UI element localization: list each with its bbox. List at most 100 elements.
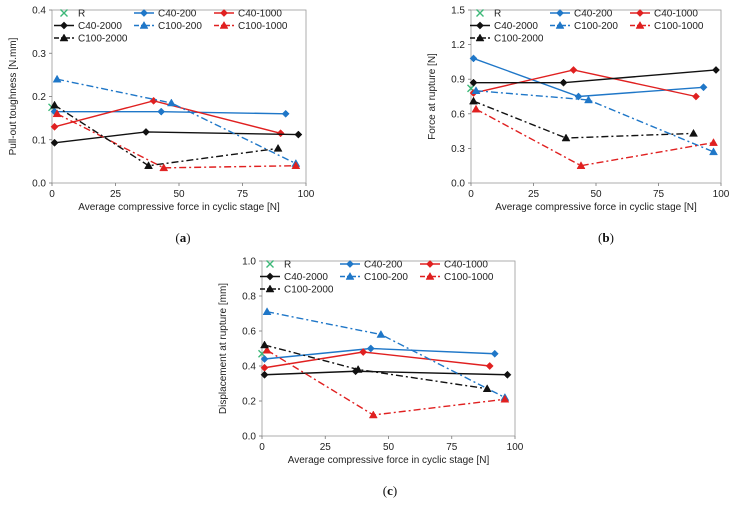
legend-label: C100-200 bbox=[574, 21, 618, 32]
data-point-legend-c40-200 bbox=[556, 9, 564, 17]
x-tick-label: 50 bbox=[383, 442, 395, 453]
x-tick-label: 50 bbox=[590, 189, 602, 200]
y-tick-label: 0.4 bbox=[242, 362, 256, 373]
series-line-c100-2000 bbox=[473, 100, 694, 139]
series-c40-1000 bbox=[50, 96, 285, 138]
data-point-c100-2000 bbox=[469, 96, 478, 105]
y-tick-label: 1.0 bbox=[242, 257, 256, 268]
data-point-c40-1000 bbox=[359, 348, 368, 356]
data-point-c100-1000 bbox=[159, 163, 169, 172]
figure-caption: (c) bbox=[383, 483, 397, 498]
legend-label: C40-2000 bbox=[494, 21, 538, 32]
x-tick-label: 100 bbox=[713, 189, 730, 200]
data-point-c40-200 bbox=[469, 54, 478, 63]
series-line-c40-2000 bbox=[54, 131, 299, 144]
data-point-c40-200 bbox=[490, 349, 499, 358]
y-tick-label: 0.6 bbox=[242, 327, 256, 338]
data-point-c100-200 bbox=[262, 307, 272, 315]
legend-item-c100-200: C100-200 bbox=[134, 20, 202, 32]
legend-item-c100-1000: C100-1000 bbox=[420, 271, 494, 283]
data-point-c100-1000 bbox=[291, 161, 301, 169]
x-axis-label: Average compressive force in cyclic stag… bbox=[288, 455, 490, 466]
data-point-legend-r bbox=[476, 9, 484, 17]
data-point-legend-c40-200 bbox=[346, 260, 354, 268]
data-point-c100-1000 bbox=[500, 394, 510, 403]
data-point-legend-c40-1000 bbox=[426, 260, 434, 268]
y-axis-label: Pull-out toughness [N.mm] bbox=[8, 37, 19, 155]
legend-item-c40-200: C40-200 bbox=[134, 9, 197, 20]
legend-item-c100-200: C100-200 bbox=[340, 271, 408, 283]
data-point-c40-200 bbox=[574, 92, 583, 101]
chart-b: 0.0 0.3 0.6 0.9 1.2 1.5 0 25 50 75 100 Average comp… bbox=[427, 6, 730, 246]
legend-item-c100-2000: C100-2000 bbox=[54, 33, 128, 45]
data-point-c40-1000 bbox=[50, 122, 59, 131]
series-line-c40-200 bbox=[54, 110, 286, 115]
x-tick-label: 50 bbox=[173, 189, 185, 200]
data-point-c100-200 bbox=[709, 147, 718, 156]
data-point-legend-c100-2000 bbox=[475, 33, 485, 42]
series-c100-200 bbox=[471, 86, 718, 156]
data-point-c40-2000 bbox=[294, 130, 303, 139]
legend-item-c40-1000: C40-1000 bbox=[214, 9, 282, 20]
data-point-c40-200 bbox=[260, 355, 269, 363]
series-line-c100-1000 bbox=[475, 108, 714, 167]
y-tick-label: 1.5 bbox=[451, 6, 465, 17]
data-point-legend-c100-200 bbox=[139, 20, 149, 29]
data-point-legend-c100-2000 bbox=[59, 33, 69, 42]
y-tick-label: 0.2 bbox=[242, 397, 256, 408]
x-tick-label: 25 bbox=[320, 442, 332, 453]
y-tick-label: 0.3 bbox=[451, 144, 465, 155]
legend-item-c40-2000: C40-2000 bbox=[260, 272, 328, 283]
x-tick-label: 0 bbox=[468, 189, 474, 200]
x-axis-label: Average compressive force in cyclic stag… bbox=[78, 202, 280, 213]
data-point-legend-r bbox=[60, 9, 68, 17]
legend-label: C40-1000 bbox=[238, 9, 282, 20]
data-point-c100-2000 bbox=[273, 143, 283, 152]
y-tick-label: 0.0 bbox=[242, 432, 256, 443]
data-point-legend-c100-1000 bbox=[425, 271, 435, 280]
figure-caption: (a) bbox=[175, 230, 190, 245]
legend-label: C100-2000 bbox=[78, 34, 128, 45]
data-point-c40-200 bbox=[157, 107, 166, 116]
data-point-c100-200 bbox=[584, 95, 593, 104]
legend-label: C100-200 bbox=[364, 272, 408, 283]
data-point-c40-2000 bbox=[260, 370, 269, 379]
y-axis-label: Force at rupture [N] bbox=[427, 53, 438, 140]
data-point-legend-c100-200 bbox=[345, 271, 355, 280]
series-line-c100-2000 bbox=[54, 104, 279, 167]
data-point-legend-c40-2000 bbox=[60, 21, 68, 30]
x-tick-label: 25 bbox=[110, 189, 122, 200]
legend-item-c100-2000: C100-2000 bbox=[470, 33, 544, 45]
x-tick-label: 25 bbox=[528, 189, 540, 200]
data-point-c40-2000 bbox=[712, 66, 720, 74]
data-point-c100-200 bbox=[376, 329, 386, 338]
legend-item-c40-200: C40-200 bbox=[340, 260, 403, 271]
y-tick-label: 1.2 bbox=[451, 40, 465, 51]
legend-item-c100-2000: C100-2000 bbox=[260, 284, 334, 296]
x-tick-label: 100 bbox=[507, 442, 524, 453]
y-tick-label: 0.0 bbox=[451, 179, 465, 190]
legend-item-c40-1000: C40-1000 bbox=[420, 260, 488, 271]
legend-label: R bbox=[284, 260, 291, 271]
series-c100-2000 bbox=[50, 100, 283, 169]
series-c100-2000 bbox=[260, 340, 492, 392]
data-point-c100-200 bbox=[166, 98, 176, 107]
data-point-c40-200 bbox=[281, 109, 290, 118]
x-tick-label: 0 bbox=[259, 442, 265, 453]
x-tick-label: 75 bbox=[237, 189, 249, 200]
legend-item-c40-2000: C40-2000 bbox=[54, 21, 122, 32]
series-c100-200 bbox=[52, 74, 301, 167]
series-c40-1000 bbox=[260, 348, 494, 372]
data-point-legend-c40-200 bbox=[140, 9, 148, 17]
data-point-c40-2000 bbox=[469, 78, 478, 87]
legend-label: R bbox=[494, 9, 501, 20]
data-point-legend-r bbox=[266, 260, 274, 268]
data-point-c100-1000 bbox=[471, 104, 481, 113]
data-point-c100-200 bbox=[471, 86, 481, 94]
y-axis-label: Displacement at rupture [mm] bbox=[218, 283, 229, 414]
legend-label: C100-2000 bbox=[494, 34, 544, 45]
data-point-c40-2000 bbox=[142, 128, 150, 136]
legend-label: C40-200 bbox=[574, 9, 613, 20]
y-tick-label: 0.8 bbox=[242, 292, 256, 303]
x-tick-label: 0 bbox=[49, 189, 55, 200]
